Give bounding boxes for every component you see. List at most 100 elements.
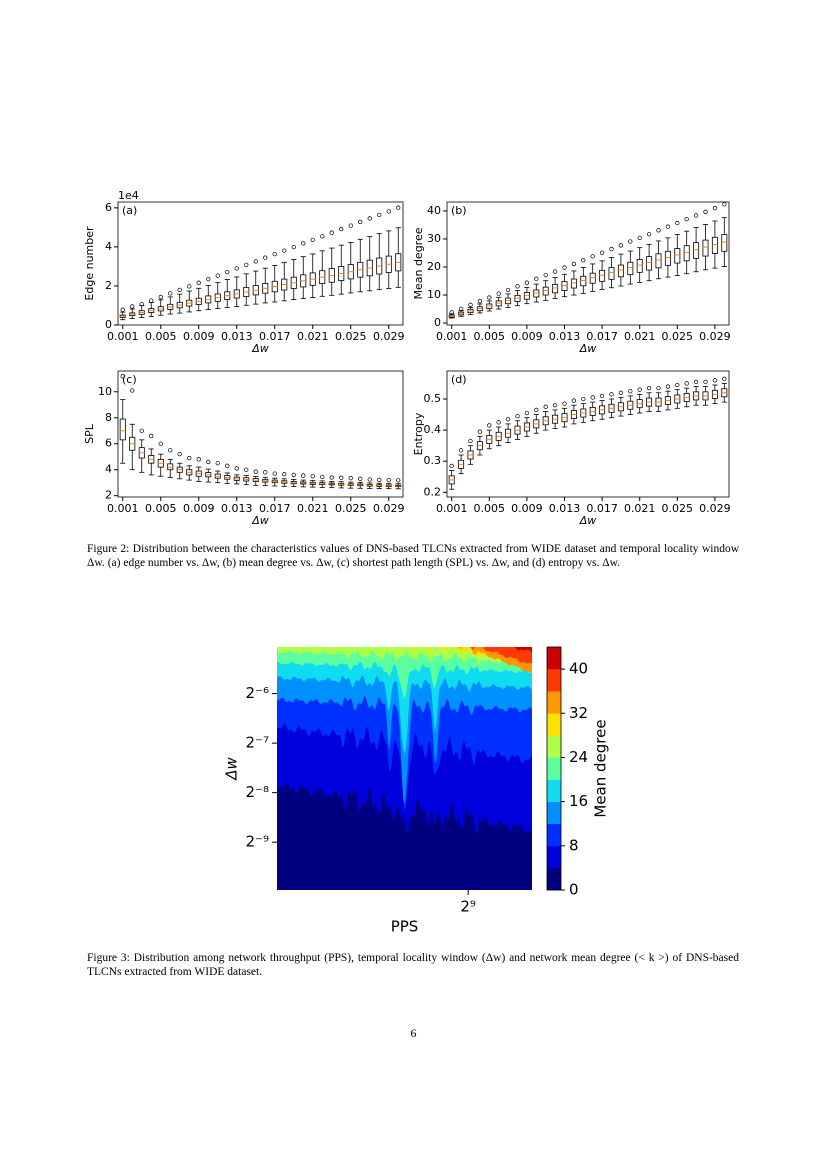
x-tick-label: 0.029 xyxy=(373,330,405,343)
contour-bands xyxy=(277,647,532,890)
outlier xyxy=(130,304,135,309)
y-tick-label: 10 xyxy=(427,288,441,301)
colorbar-band xyxy=(547,845,561,869)
outlier xyxy=(120,374,125,379)
x-tick-label: 0.029 xyxy=(699,330,731,343)
x-tick-label: 0.009 xyxy=(511,330,543,343)
offset-label: 1e4 xyxy=(118,189,139,202)
colorbar-tick-label: 32 xyxy=(569,704,588,722)
outlier xyxy=(272,471,277,476)
outlier xyxy=(496,291,501,296)
outlier xyxy=(301,473,306,478)
outlier xyxy=(646,385,652,391)
outlier xyxy=(149,298,154,303)
x-tick-label: 0.009 xyxy=(511,502,543,515)
colorbar-tick-label: 16 xyxy=(569,792,588,810)
box xyxy=(702,239,709,257)
x-tick-label: 0.025 xyxy=(335,502,367,515)
x-tick-label: 0.017 xyxy=(586,330,618,343)
outlier xyxy=(477,429,483,434)
outlier xyxy=(358,476,363,481)
page-number: 6 xyxy=(410,1026,417,1040)
outlier xyxy=(196,457,201,462)
box xyxy=(646,256,653,271)
colorbar-band xyxy=(547,691,561,714)
box xyxy=(119,418,126,441)
outlier xyxy=(120,307,125,312)
outlier xyxy=(139,428,144,433)
outlier xyxy=(665,224,671,229)
contour-band xyxy=(277,647,532,699)
outlier xyxy=(552,403,558,408)
y-axis-label: Mean degree xyxy=(412,227,425,299)
outlier xyxy=(468,438,473,444)
y-tick-label: 0.4 xyxy=(424,423,442,436)
y-tick-label: 4 xyxy=(105,463,112,476)
y-tick-label: 0.3 xyxy=(424,454,442,467)
outlier xyxy=(675,220,680,226)
outlier xyxy=(177,451,182,457)
y-tick-label: 10 xyxy=(98,385,112,398)
colorbar-band xyxy=(547,647,561,670)
outlier xyxy=(609,392,614,397)
y-tick-label: 20 xyxy=(427,260,441,273)
outlier xyxy=(291,244,296,250)
outlier xyxy=(215,273,220,278)
x-tick-label: 0.017 xyxy=(259,330,291,343)
outlier xyxy=(187,455,192,461)
box xyxy=(627,261,634,275)
outlier xyxy=(477,299,483,304)
outlier xyxy=(599,250,605,255)
box xyxy=(552,283,559,294)
y-tick-label: 2⁻⁸ xyxy=(246,783,269,801)
x-tick-label: 0.021 xyxy=(297,330,329,343)
outlier xyxy=(637,387,642,392)
outlier xyxy=(487,423,492,428)
colorbar-band xyxy=(547,735,561,758)
y-tick-label: 0 xyxy=(105,318,112,331)
outlier xyxy=(534,407,539,413)
outlier xyxy=(329,475,334,480)
outlier xyxy=(396,205,401,210)
box xyxy=(599,269,606,282)
outlier xyxy=(505,287,511,293)
x-tick-label: 0.025 xyxy=(662,330,694,343)
y-tick-label: 4 xyxy=(105,240,112,253)
outlier xyxy=(367,216,372,221)
outlier xyxy=(515,284,520,289)
y-axis-label: SPL xyxy=(83,423,96,444)
outlier xyxy=(505,417,511,422)
outlier xyxy=(177,287,182,293)
y-tick-label: 30 xyxy=(427,232,441,245)
colorbar-band xyxy=(547,801,561,825)
box xyxy=(617,264,624,278)
outlier xyxy=(386,477,391,483)
outlier xyxy=(675,382,680,388)
x-tick-label: 0.009 xyxy=(183,502,215,515)
outlier xyxy=(449,463,454,469)
colorbar-tick-label: 24 xyxy=(569,748,588,766)
x-tick-label: 0.013 xyxy=(549,330,581,343)
outlier xyxy=(496,420,501,425)
x-tick-label: 0.005 xyxy=(145,502,177,515)
outlier xyxy=(339,226,344,232)
x-tick-label: 0.029 xyxy=(373,502,405,515)
x-tick-label: 0.021 xyxy=(624,330,656,343)
x-tick-label: 0.025 xyxy=(335,330,367,343)
outlier xyxy=(263,470,268,475)
outlier xyxy=(244,262,249,268)
y-axis-label: Edge number xyxy=(83,226,96,301)
outlier xyxy=(693,213,699,218)
box xyxy=(580,275,587,287)
box xyxy=(542,286,549,296)
outlier xyxy=(665,384,671,389)
outlier xyxy=(348,223,353,228)
contour-band xyxy=(277,647,532,666)
colorbar-band xyxy=(547,757,561,780)
outlier xyxy=(722,202,727,207)
colorbar-tick-label: 40 xyxy=(569,660,588,678)
outlier xyxy=(320,234,325,239)
outlier xyxy=(599,393,605,399)
outlier xyxy=(234,266,239,271)
y-tick-label: 8 xyxy=(105,411,112,424)
